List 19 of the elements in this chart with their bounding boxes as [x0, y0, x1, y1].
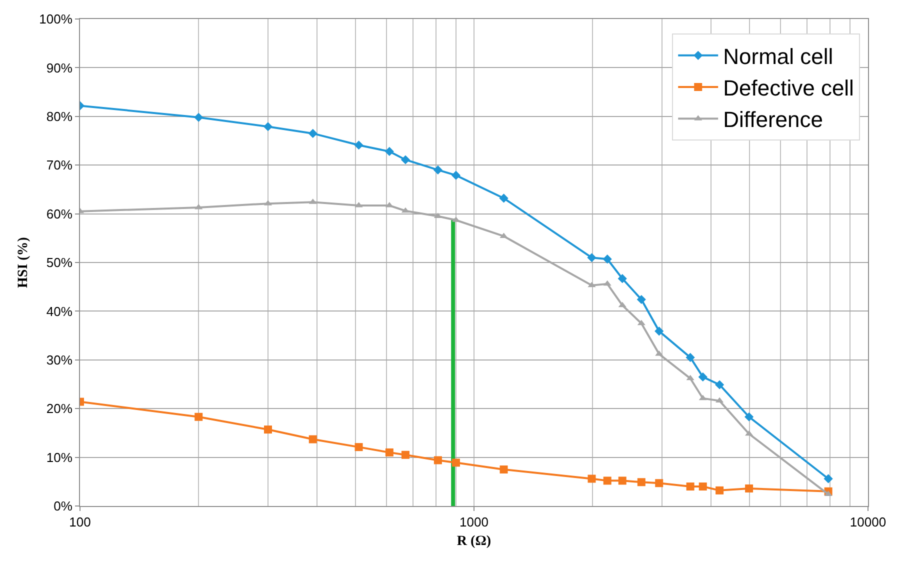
y-axis-title: HSI (%): [16, 236, 31, 288]
x-axis-title: R (Ω): [456, 534, 492, 549]
y-tick-label: 80%: [46, 108, 73, 124]
y-tick-label: 50%: [46, 255, 73, 270]
y-tick-label: 20%: [46, 401, 73, 416]
y-tick-label: 70%: [46, 158, 73, 173]
legend-label: Difference: [723, 107, 823, 132]
legend-label: Defective cell: [723, 76, 854, 101]
y-tick-label: 30%: [46, 352, 73, 368]
x-tick-label: 100: [69, 514, 91, 530]
y-tick-label: 10%: [46, 450, 73, 465]
y-tick-label: 90%: [46, 60, 73, 76]
x-tick-label: 10000: [850, 514, 886, 530]
y-tick-label: 100%: [39, 12, 73, 27]
y-tick-label: 60%: [46, 206, 73, 222]
y-tick-label: 0%: [54, 498, 73, 514]
y-tick-label: 40%: [46, 304, 73, 319]
legend-label: Normal cell: [723, 44, 834, 69]
x-tick-label: 1000: [460, 514, 488, 530]
